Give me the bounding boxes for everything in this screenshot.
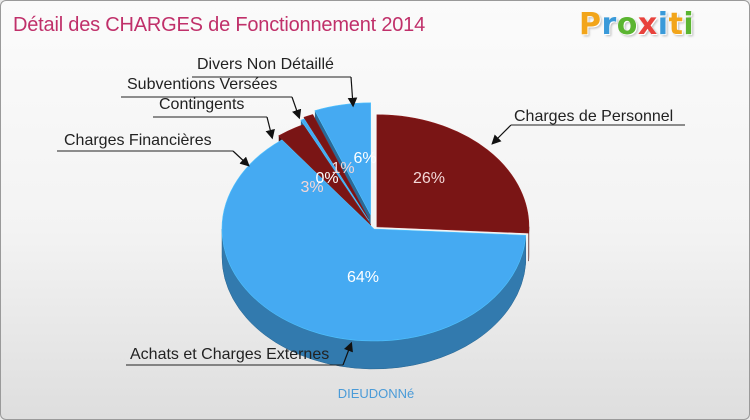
- slice-charges-financi-res: [278, 124, 372, 226]
- chart-title: Détail des CHARGES de Fonctionnement 201…: [13, 14, 426, 36]
- pct-label: 1%: [331, 160, 354, 177]
- callout-label: Subventions Versées: [127, 76, 277, 93]
- callout-arrow: [342, 341, 353, 366]
- callout-arrow: [265, 116, 275, 140]
- logo-letter: t: [668, 7, 684, 42]
- callout-arrow: [291, 96, 302, 120]
- pct-label: 6%: [353, 150, 376, 167]
- pie-tops: [221, 102, 530, 342]
- pct-label: 64%: [347, 269, 379, 286]
- location-label: DIEUDONNé: [337, 386, 415, 401]
- callout-label: Contingents: [159, 96, 244, 113]
- callouts: Charges de Personnel Achats et Charges Ex…: [57, 56, 685, 366]
- pct-label: 26%: [413, 170, 445, 187]
- slice-contingents: [300, 118, 370, 221]
- logo-letter: o: [616, 7, 638, 42]
- callout-label: Charges Financières: [64, 132, 212, 149]
- slice-achats-et-charges-externes: [221, 139, 527, 342]
- pct-label: 0%: [315, 170, 338, 187]
- logo-letter: x: [637, 7, 658, 42]
- proxiti-logo: Proxiti: [579, 7, 694, 42]
- callout-label: Charges de Personnel: [514, 108, 673, 125]
- logo-letter: P: [579, 7, 602, 42]
- slice-subventions-vers-es: [303, 114, 369, 219]
- logo-letter: i: [683, 7, 695, 42]
- callout-arrow: [232, 150, 250, 167]
- callout-label: Divers Non Détaillé: [197, 56, 334, 73]
- logo-letter: i: [657, 7, 669, 42]
- callout-arrow: [347, 76, 358, 108]
- slice-divers-non-d-taill-: [314, 102, 371, 215]
- callout-arrow: [491, 124, 512, 145]
- slice-charges-de-personnel: [376, 114, 530, 234]
- logo-letter: r: [601, 7, 617, 42]
- pct-label: 3%: [300, 179, 323, 196]
- callout-label: Achats et Charges Externes: [130, 346, 329, 363]
